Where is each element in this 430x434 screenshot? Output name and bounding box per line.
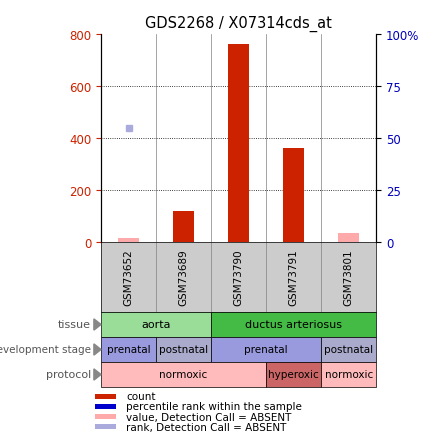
Bar [283, 149, 304, 243]
Bar [266, 362, 321, 387]
Bar [228, 45, 249, 243]
Text: count: count [126, 391, 156, 401]
Bar [338, 233, 359, 243]
Polygon shape [94, 319, 101, 330]
Text: postnatal: postnatal [159, 345, 208, 355]
Bar [95, 394, 117, 399]
Text: prenatal: prenatal [107, 345, 150, 355]
Bar [173, 211, 194, 243]
Bar [321, 362, 376, 387]
Polygon shape [94, 369, 101, 380]
Bar [95, 424, 117, 430]
Text: hyperoxic: hyperoxic [268, 370, 319, 380]
Bar [101, 312, 211, 337]
Bar [118, 239, 139, 243]
Text: development stage: development stage [0, 345, 91, 355]
Polygon shape [94, 344, 101, 355]
Bar [156, 337, 211, 362]
Text: GSM73801: GSM73801 [344, 249, 354, 306]
Text: aorta: aorta [141, 320, 171, 330]
Text: postnatal: postnatal [324, 345, 373, 355]
Text: tissue: tissue [58, 320, 91, 330]
Text: percentile rank within the sample: percentile rank within the sample [126, 401, 302, 411]
Text: prenatal: prenatal [244, 345, 288, 355]
Text: GSM73652: GSM73652 [123, 249, 134, 306]
Title: GDS2268 / X07314cds_at: GDS2268 / X07314cds_at [145, 16, 332, 32]
Bar [211, 337, 321, 362]
Bar [101, 362, 266, 387]
Bar [211, 312, 376, 337]
Text: GSM73689: GSM73689 [178, 249, 189, 306]
Bar [95, 414, 117, 419]
Bar [101, 337, 156, 362]
Text: protocol: protocol [46, 370, 91, 380]
Bar [95, 404, 117, 409]
Bar [321, 337, 376, 362]
Text: ductus arteriosus: ductus arteriosus [245, 320, 342, 330]
Text: normoxic: normoxic [160, 370, 208, 380]
Text: normoxic: normoxic [325, 370, 373, 380]
Text: GSM73791: GSM73791 [289, 249, 299, 306]
Text: rank, Detection Call = ABSENT: rank, Detection Call = ABSENT [126, 422, 286, 432]
Text: GSM73790: GSM73790 [233, 249, 244, 306]
Text: value, Detection Call = ABSENT: value, Detection Call = ABSENT [126, 412, 292, 422]
